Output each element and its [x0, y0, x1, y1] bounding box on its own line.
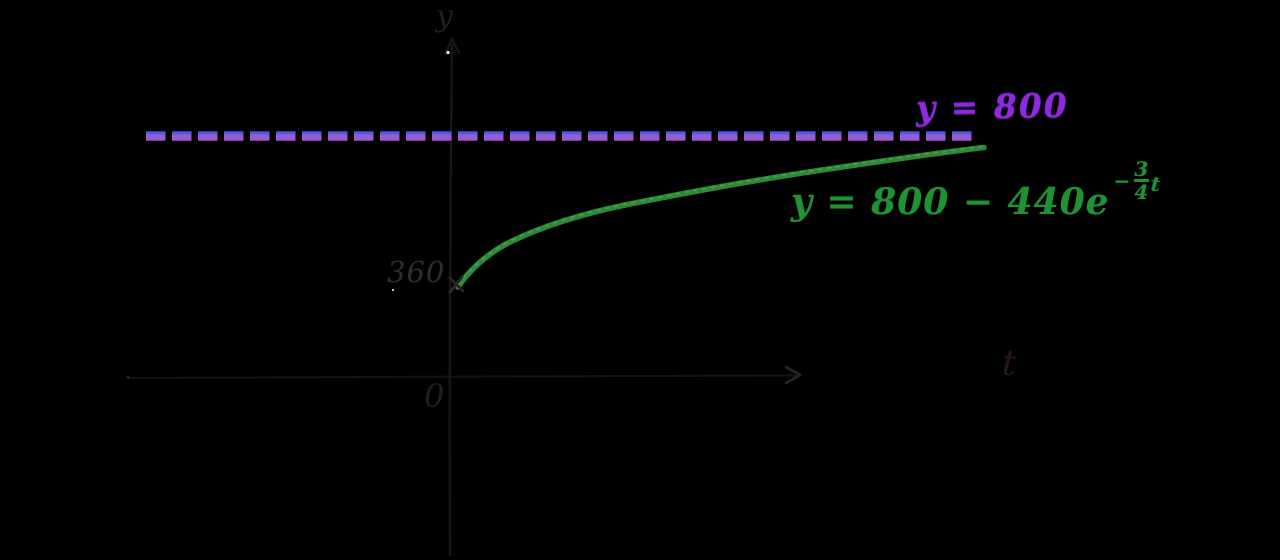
origin-label: 0	[424, 377, 445, 415]
fraction-numerator: 3	[1134, 157, 1150, 181]
curve-equation-exponent: −3 4 t	[1113, 157, 1163, 204]
exponent-minus-sign: −	[1113, 169, 1132, 193]
y-axis-line	[448, 43, 454, 557]
solution-curve-texture	[457, 145, 985, 287]
x-axis-label: t	[1000, 342, 1018, 385]
x-axis-left-tip-dot	[126, 375, 130, 379]
y-axis-label: y	[436, 0, 453, 34]
x-axis-arrow-icon	[784, 365, 803, 385]
exponent-variable: t	[1150, 171, 1163, 197]
curve-equation-main: y = 800 − 440e	[791, 181, 1110, 223]
curve-equation-label: y = 800 − 440e −3 4 t	[791, 159, 1163, 228]
y-intercept-marker	[448, 275, 465, 294]
asymptote-equation-label: y = 800	[915, 85, 1070, 128]
y-intercept-label: 360	[387, 255, 446, 289]
x-axis-line	[127, 374, 797, 379]
pen-dot	[446, 50, 450, 55]
solution-curve	[455, 144, 987, 290]
fraction-denominator: 4	[1134, 179, 1150, 204]
y-axis-arrow-icon	[443, 36, 461, 56]
pen-dot-2	[391, 288, 395, 292]
